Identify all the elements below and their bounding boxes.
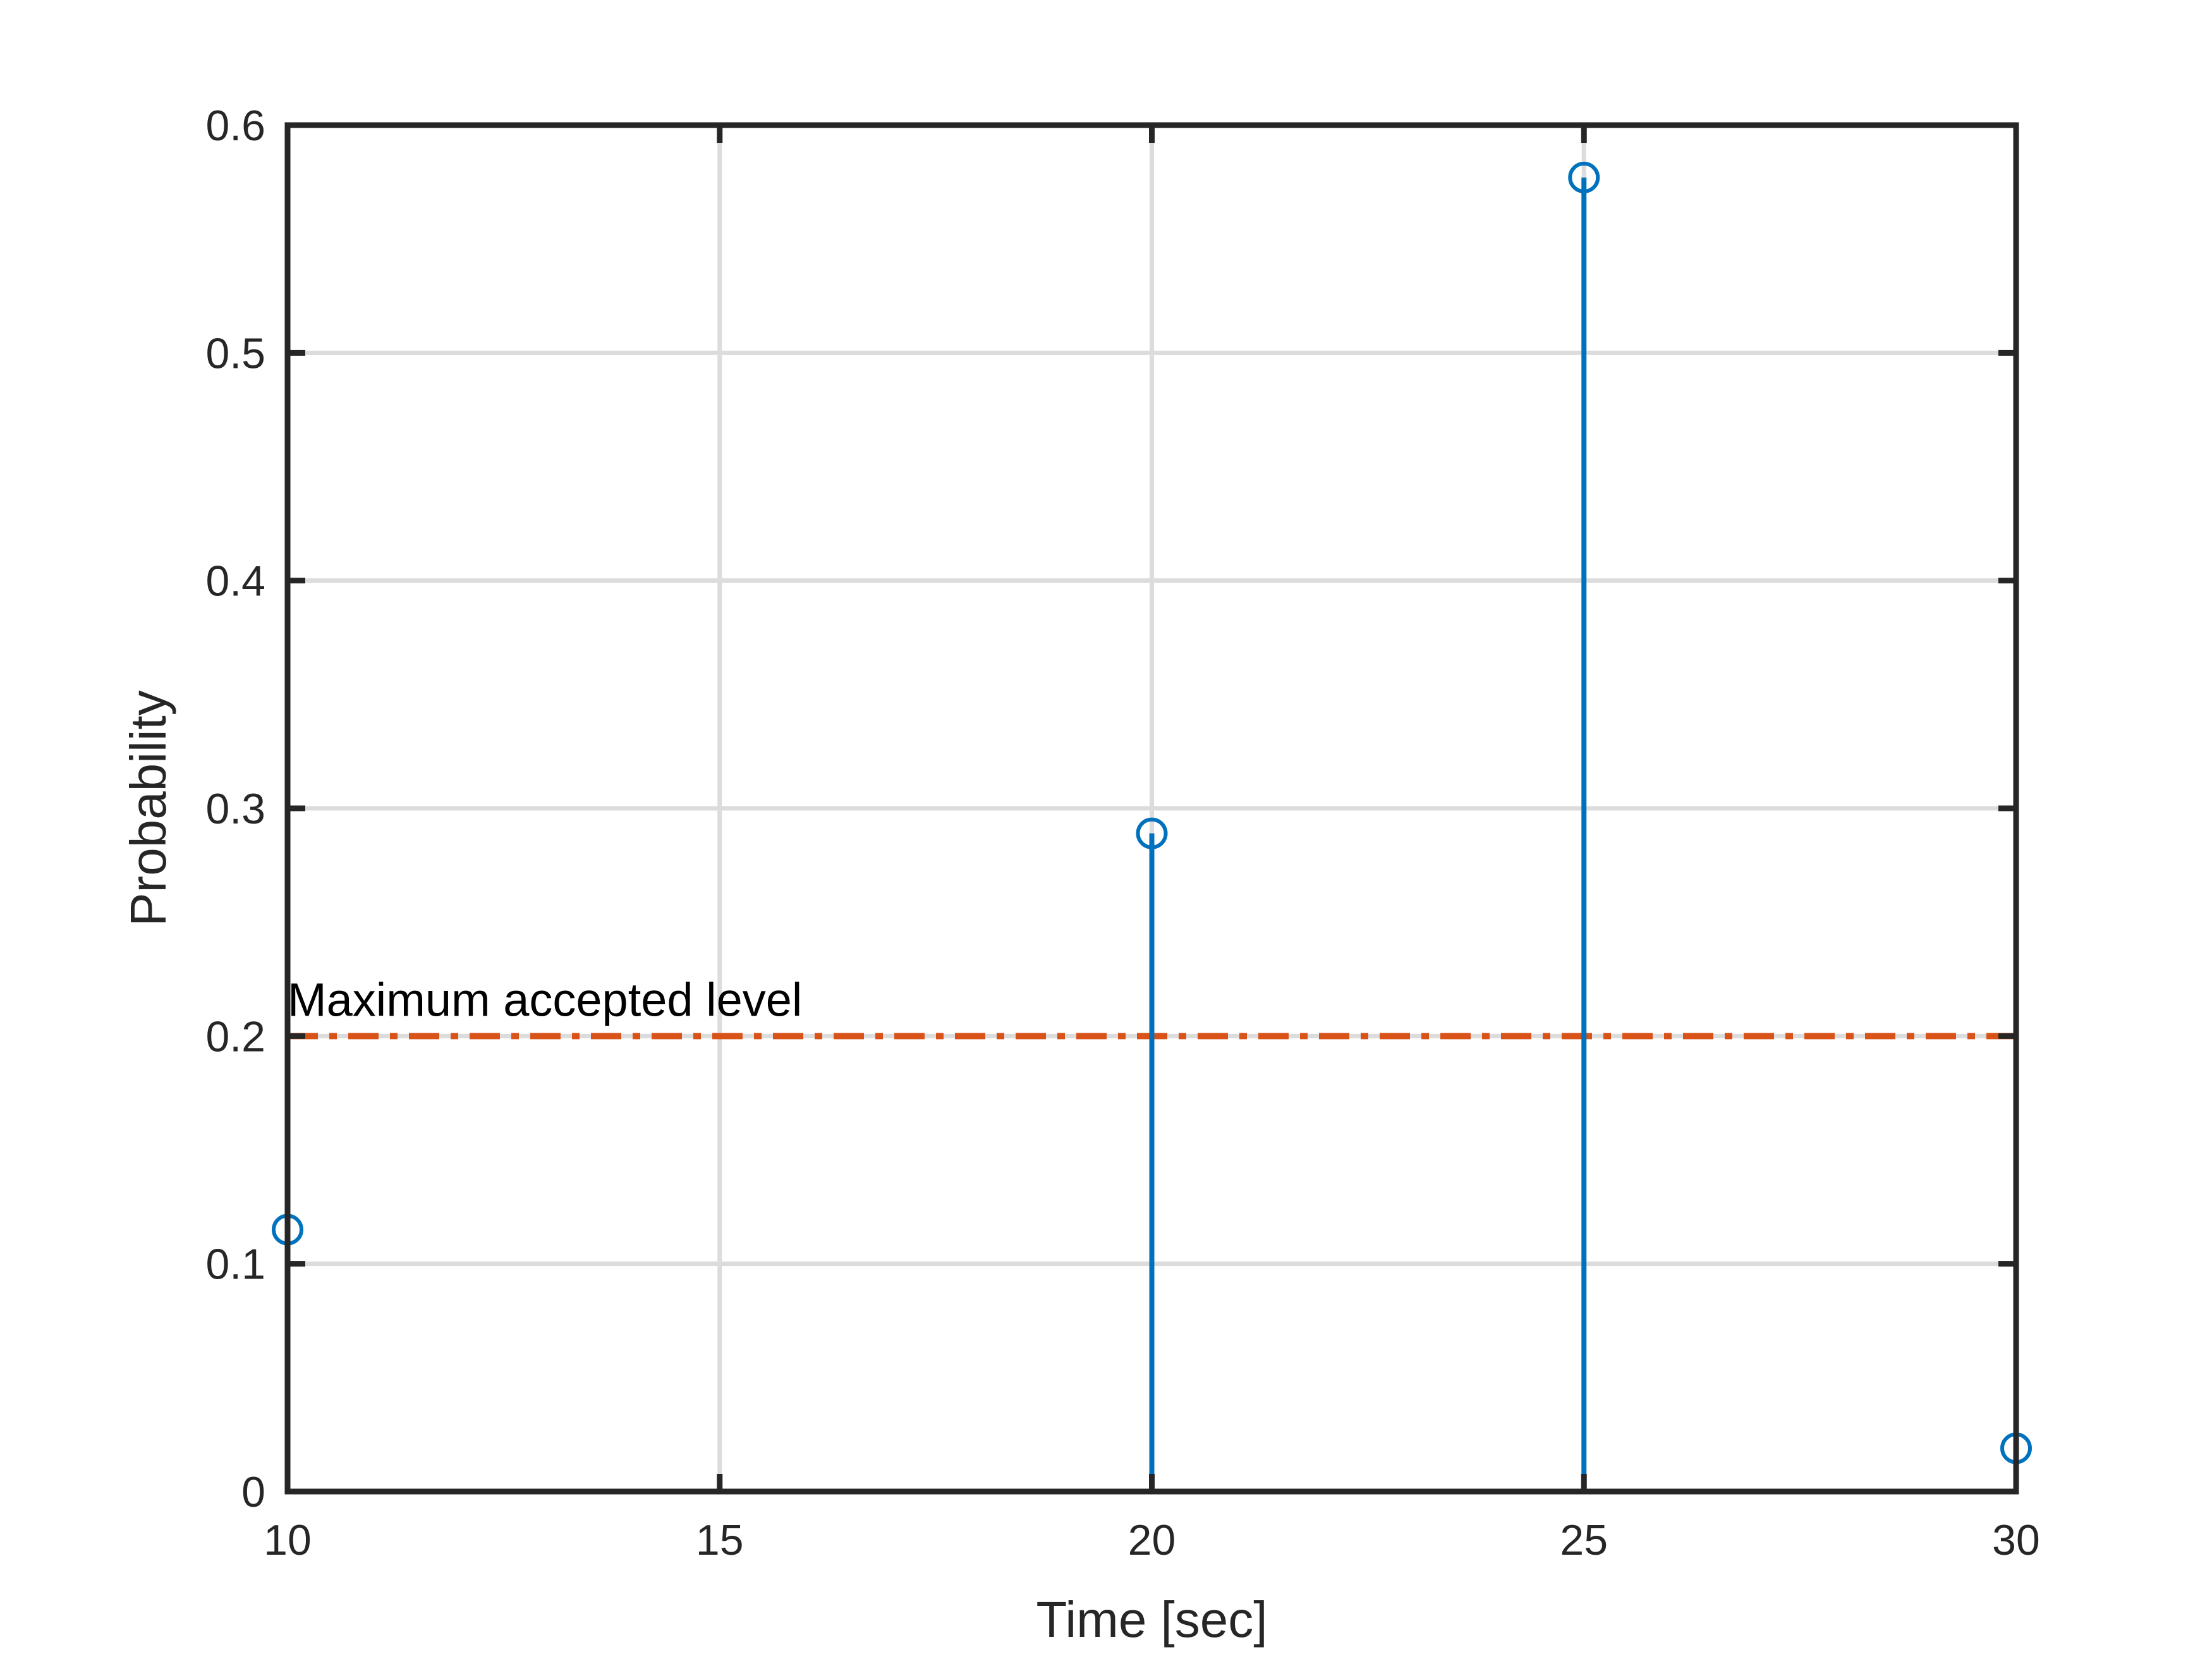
tick-marks <box>284 122 2019 1495</box>
x-tick-labels: 10 15 20 25 30 <box>264 1516 2040 1564</box>
y-tick-label: 0 <box>241 1468 265 1516</box>
x-axis-label: Time [sec] <box>1036 1591 1268 1648</box>
y-tick-label: 0.4 <box>205 557 265 605</box>
stem-marker <box>1136 817 1168 849</box>
y-tick-label: 0.1 <box>205 1241 265 1289</box>
x-tick-label: 25 <box>1560 1516 1608 1564</box>
x-tick-label: 10 <box>264 1516 312 1564</box>
x-tick-label: 15 <box>696 1516 744 1564</box>
y-tick-label: 0.5 <box>205 329 265 377</box>
y-axis-label: Probability <box>120 690 176 927</box>
x-tick-label: 20 <box>1128 1516 1176 1564</box>
stem-marker <box>1568 161 1600 193</box>
y-tick-label: 0.6 <box>205 102 265 150</box>
x-tick-label: 30 <box>1992 1516 2040 1564</box>
threshold-label: Maximum accepted level <box>288 973 802 1026</box>
y-tick-label: 0.2 <box>205 1012 265 1060</box>
y-tick-label: 0.3 <box>205 785 265 833</box>
y-tick-labels: 0 0.1 0.2 0.3 0.4 0.5 0.6 <box>205 102 265 1516</box>
